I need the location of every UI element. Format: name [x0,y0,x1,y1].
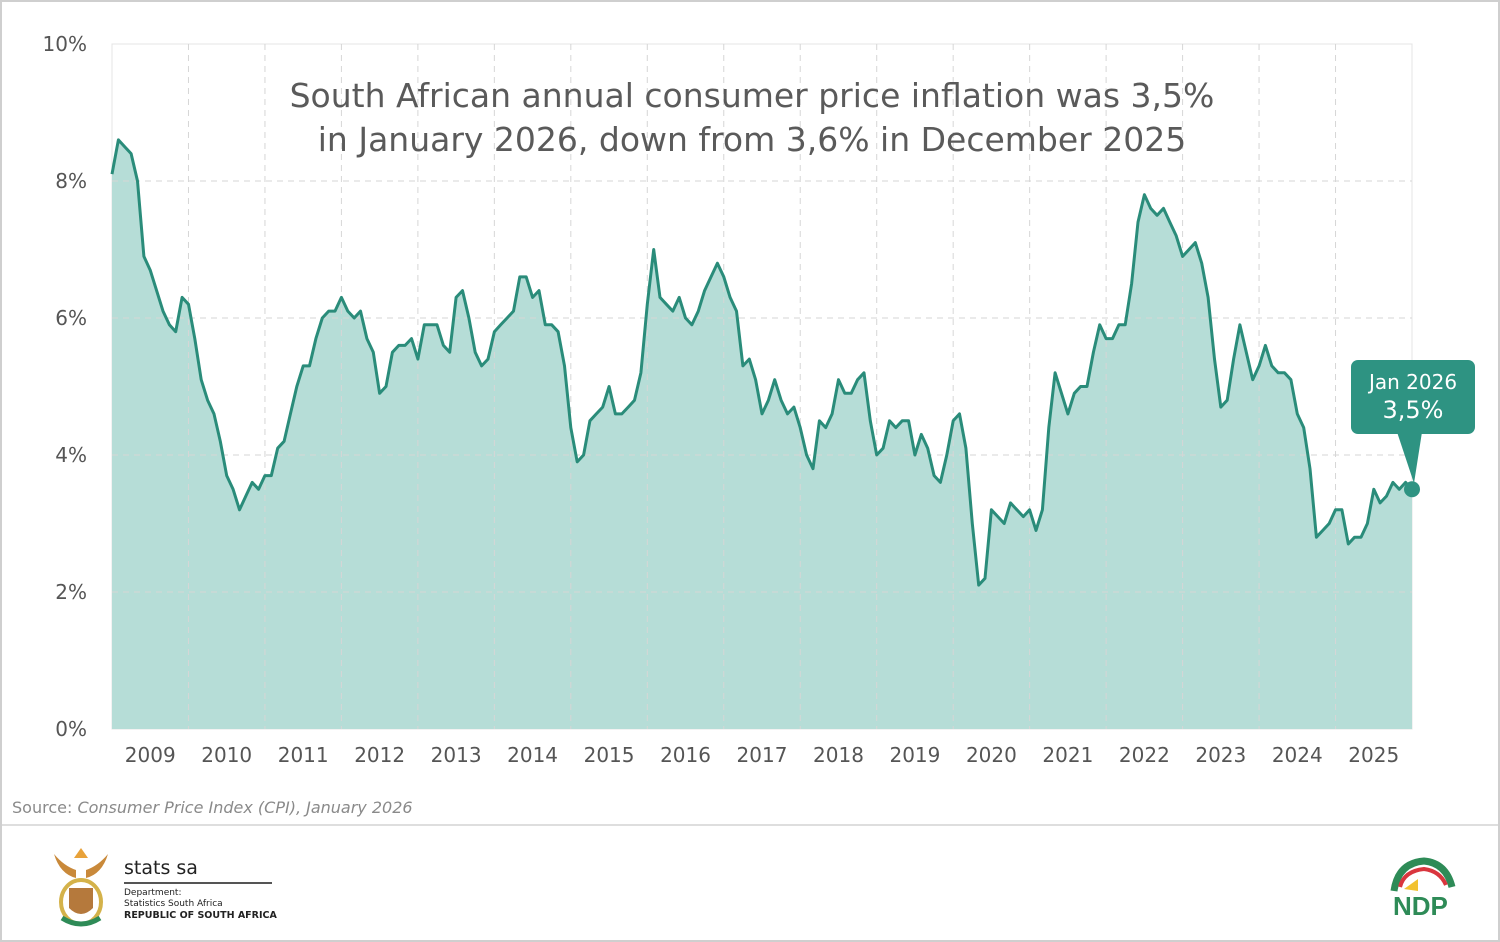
y-tick-label: 4% [55,443,87,467]
title-line-2: in January 2026, down from 3,6% in Decem… [317,120,1187,159]
callout-label: Jan 2026 [1368,370,1458,394]
y-tick-label: 2% [55,580,87,604]
source-prefix: Source: [12,798,78,817]
inflation-area-chart: 0% 2% 4% 6% 8% 10% 2009 2010 2011 2012 2013 2014 201… [43,32,1422,767]
x-tick-label: 2015 [584,743,635,767]
source-note: Source: Consumer Price Index (CPI), Janu… [12,798,413,817]
y-tick-label: 6% [55,306,87,330]
x-tick-label: 2017 [737,743,788,767]
x-tick-label: 2024 [1272,743,1323,767]
x-tick-label: 2009 [125,743,176,767]
y-tick-label: 0% [55,717,87,741]
x-tick-label: 2012 [354,743,405,767]
x-tick-label: 2021 [1042,743,1093,767]
latest-data-point [1404,481,1420,498]
x-tick-label: 2022 [1119,743,1170,767]
x-tick-label: 2025 [1348,743,1399,767]
svg-text:NDP: NDP [1393,891,1448,919]
dept-label: Department: [124,888,182,898]
footer-divider [2,824,1498,826]
x-tick-label: 2018 [813,743,864,767]
x-tick-label: 2023 [1195,743,1246,767]
y-tick-label: 10% [43,32,87,56]
x-tick-label: 2019 [889,743,940,767]
x-tick-label: 2011 [278,743,329,767]
x-tick-label: 2014 [507,743,558,767]
chart-title: South African annual consumer price infl… [152,74,1352,162]
x-tick-label: 2013 [431,743,482,767]
x-tick-label: 2020 [966,743,1017,767]
source-text: Consumer Price Index (CPI), January 2026 [77,798,413,817]
country-name: REPUBLIC OF SOUTH AFRICA [124,910,277,921]
stats-sa-logo: stats sa Department: Statistics South Af… [124,857,277,921]
callout-pointer [1397,432,1422,484]
area-fill [112,139,1412,729]
callout-value: 3,5% [1382,396,1444,424]
x-tick-label: 2010 [201,743,252,767]
title-line-1: South African annual consumer price infl… [289,76,1215,115]
ndp-2030-logo-icon: NDP [1390,857,1456,919]
logo-name: stats sa [124,857,272,884]
dept-name: Statistics South Africa [124,899,223,909]
series-line [110,138,1414,587]
latest-value-callout: Jan 2026 3,5% [1351,360,1475,434]
x-tick-label: 2016 [660,743,711,767]
coat-of-arms-icon [54,848,108,927]
y-tick-label: 8% [55,169,87,193]
